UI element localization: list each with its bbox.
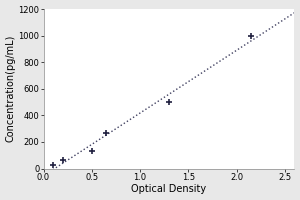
Y-axis label: Concentration(pg/mL): Concentration(pg/mL) — [6, 35, 16, 142]
X-axis label: Optical Density: Optical Density — [131, 184, 206, 194]
